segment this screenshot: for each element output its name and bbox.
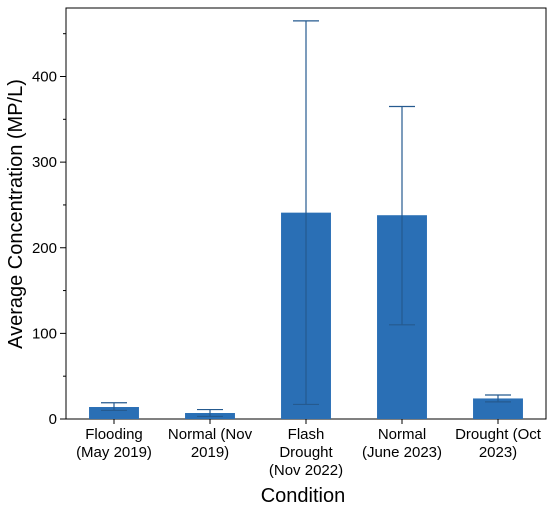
y-tick-label: 0	[49, 411, 57, 428]
x-tick-label: Normal (Nov 2019)	[168, 426, 253, 461]
x-tick-label: Drought (Oct 2023)	[455, 426, 542, 461]
y-tick-label: 300	[32, 154, 57, 171]
x-tick-label: Flash Drought (Nov 2022)	[269, 426, 343, 479]
y-axis-title: Average Concentration (MP/L)	[5, 79, 27, 349]
x-tick-label: Normal (June 2023)	[362, 426, 442, 461]
y-tick-label: 400	[32, 69, 57, 86]
x-axis-title: Condition	[261, 485, 346, 507]
bar	[89, 407, 139, 419]
bar	[473, 398, 523, 419]
x-tick-label: Flooding (May 2019)	[76, 426, 152, 461]
y-tick-label: 200	[32, 240, 57, 257]
y-tick-label: 100	[32, 325, 57, 342]
